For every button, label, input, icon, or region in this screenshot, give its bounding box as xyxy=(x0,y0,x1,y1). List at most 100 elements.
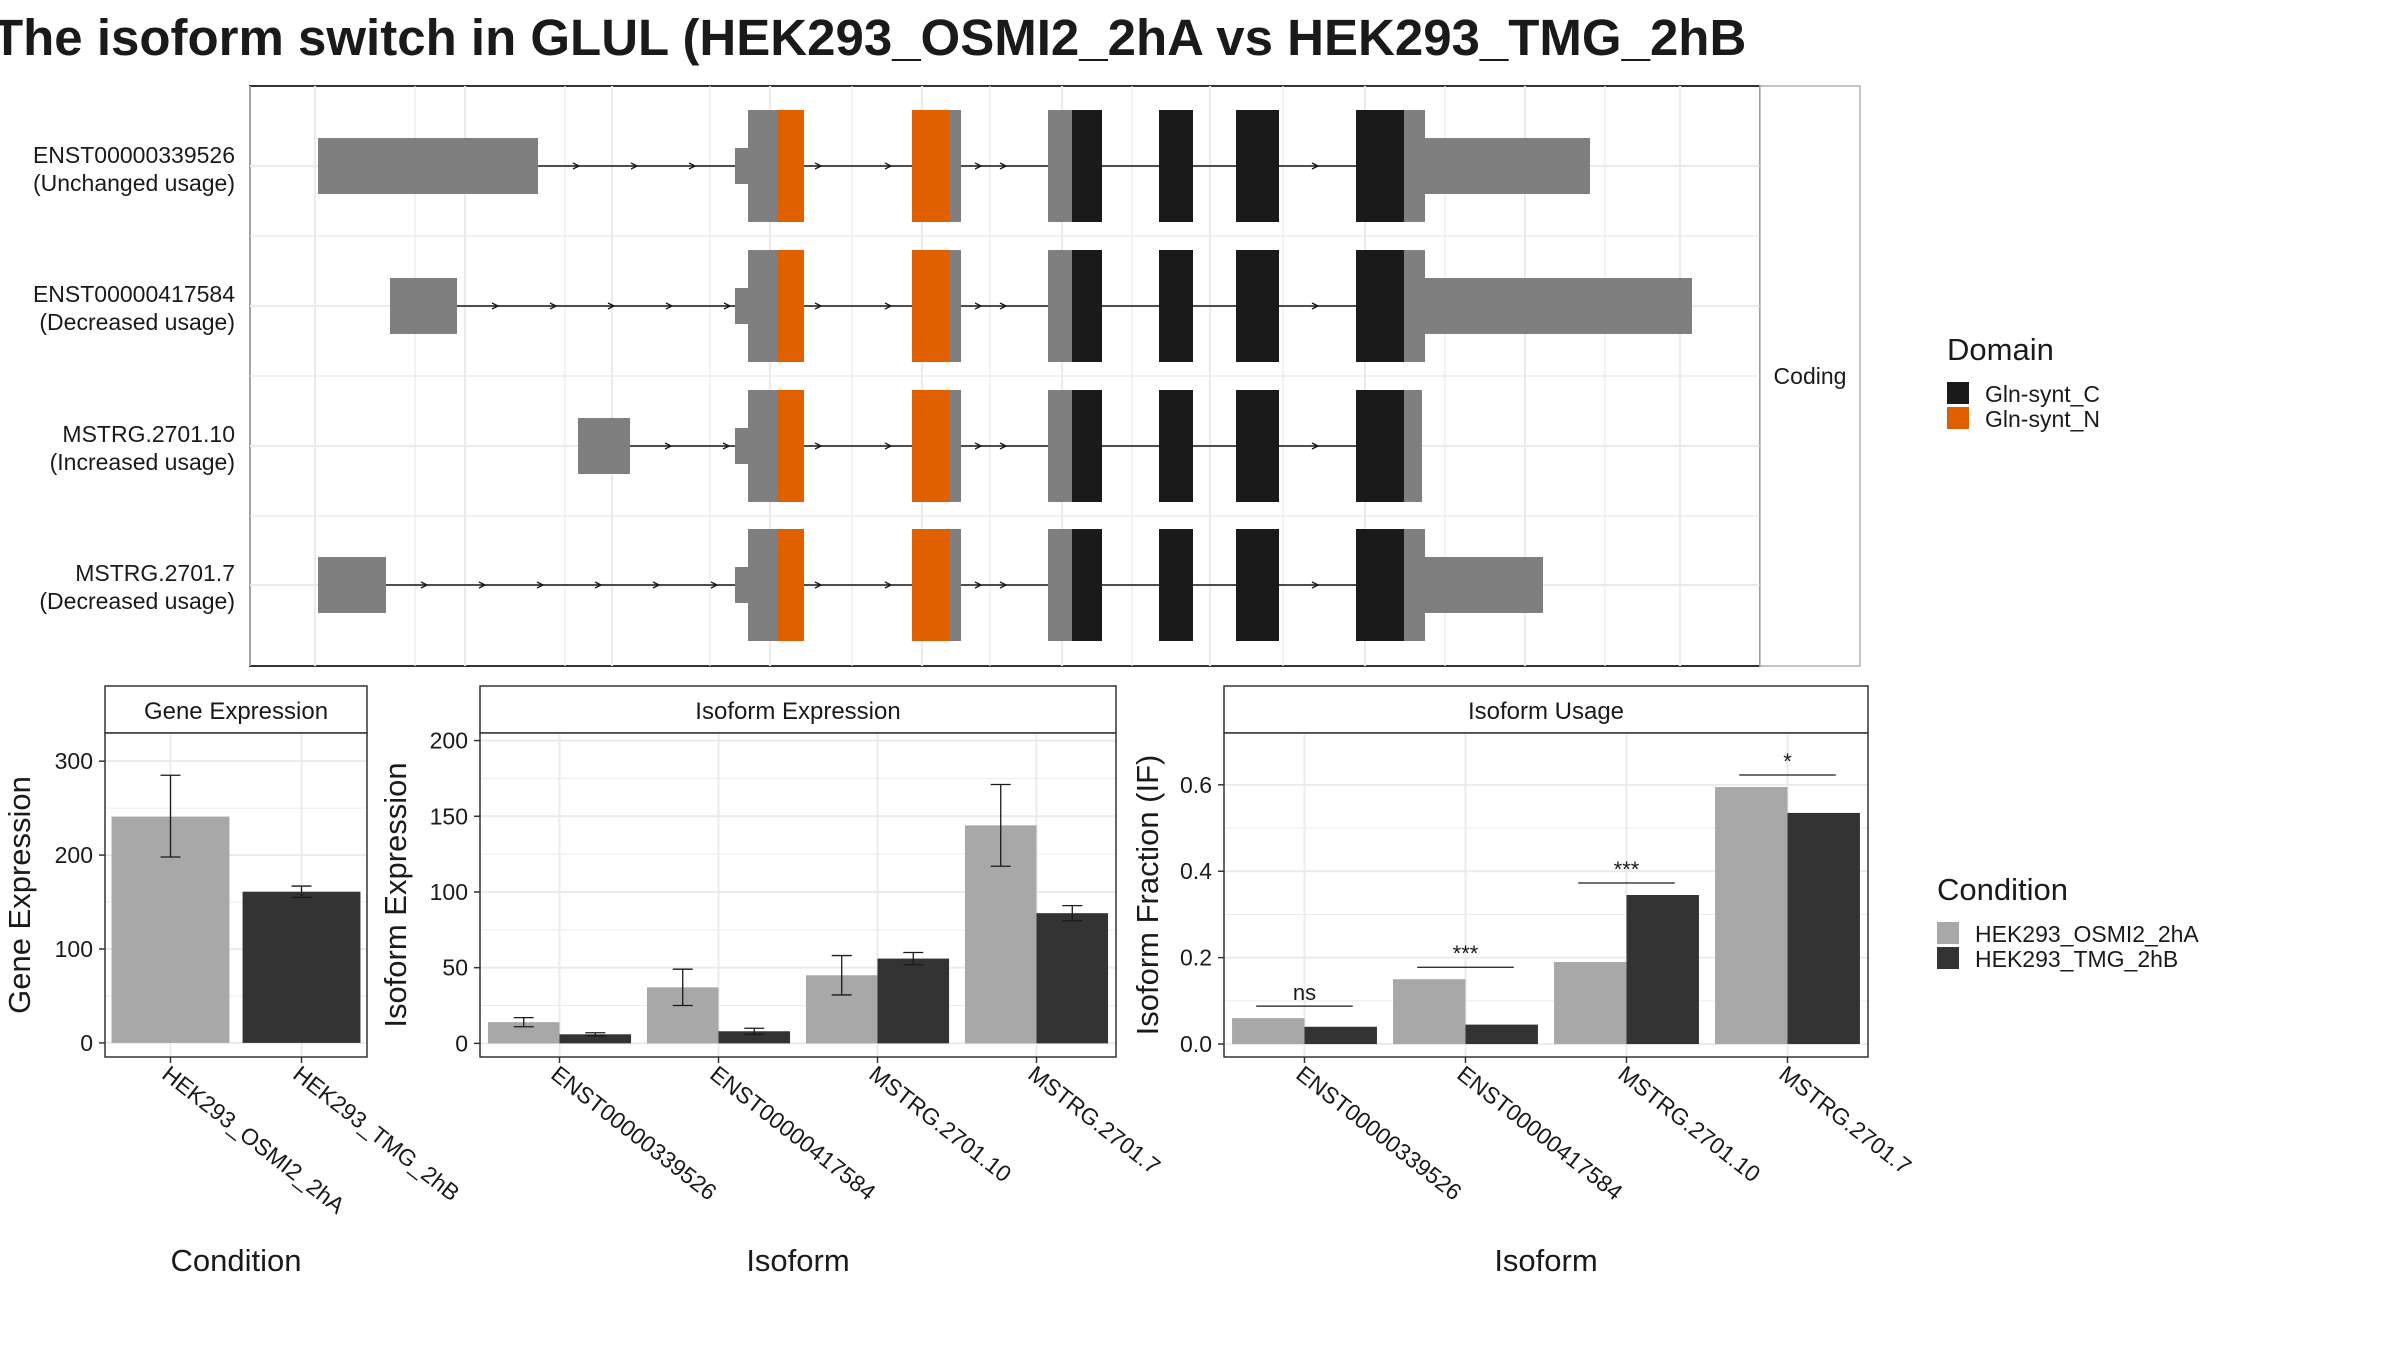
x-tick-label: ENST00000339526 xyxy=(1291,1060,1466,1205)
intron-arrow xyxy=(723,302,732,310)
intron-arrow xyxy=(607,302,616,310)
bar xyxy=(718,1031,791,1044)
intron-arrow xyxy=(688,162,697,170)
y-tick-label: 0.6 xyxy=(1180,772,1212,798)
intron-arrow xyxy=(814,581,823,589)
transcript-id-label: MSTRG.2701.7 xyxy=(75,560,235,586)
y-axis-title: Isoform Expression xyxy=(378,762,413,1027)
gln-synt-n-domain xyxy=(777,110,804,222)
bar xyxy=(1626,895,1699,1045)
y-tick-label: 50 xyxy=(442,955,468,981)
y-tick-label: 200 xyxy=(55,842,93,868)
gln-synt-c-domain xyxy=(1159,390,1193,502)
cds-exon xyxy=(1048,110,1072,222)
legend-label-gln-synt-n: Gln-synt_N xyxy=(1985,406,2100,432)
intron-arrow xyxy=(999,302,1008,310)
intron-arrow xyxy=(478,581,487,589)
intron-arrow xyxy=(814,302,823,310)
y-tick-label: 0.0 xyxy=(1180,1031,1212,1057)
intron-arrow xyxy=(630,162,639,170)
utr-exon xyxy=(735,148,750,184)
structure-strip-label: Coding xyxy=(1774,363,1847,389)
intron-arrow xyxy=(491,302,500,310)
utr-exon xyxy=(1425,138,1590,194)
transcript-track xyxy=(318,110,1590,222)
utr-exon xyxy=(735,428,750,464)
structure-panel: Coding ENST00000339526 (Unchanged usage)… xyxy=(33,85,1861,667)
condition-legend: Condition HEK293_OSMI2_2hA HEK293_TMG_2h… xyxy=(1937,872,2199,972)
gln-synt-n-domain xyxy=(777,529,804,641)
gln-synt-c-domain xyxy=(1356,529,1404,641)
intron-arrow xyxy=(974,302,983,310)
domain-legend: Domain Gln-synt_C Gln-synt_N xyxy=(1947,332,2100,432)
gln-synt-c-domain xyxy=(1159,250,1193,362)
panel-title: Gene Expression xyxy=(144,698,328,725)
intron-arrow xyxy=(420,581,429,589)
gln-synt-n-domain xyxy=(777,390,804,502)
transcript-id-label: ENST00000339526 xyxy=(33,142,235,168)
utr-exon xyxy=(318,138,538,194)
y-tick-label: 100 xyxy=(430,879,468,905)
significance-label: *** xyxy=(1453,941,1479,966)
bar xyxy=(1393,979,1466,1045)
legend-label-gln-synt-c: Gln-synt_C xyxy=(1985,381,2100,407)
intron-arrow xyxy=(572,162,581,170)
intron-arrow xyxy=(814,442,823,450)
gln-synt-n-domain xyxy=(912,110,949,222)
bar xyxy=(1036,913,1109,1044)
panel-title: Isoform Usage xyxy=(1468,698,1624,725)
y-tick-label: 0 xyxy=(80,1030,93,1056)
bar xyxy=(877,958,950,1044)
transcript-usage-label: (Increased usage) xyxy=(50,449,235,475)
intron-arrow xyxy=(1311,162,1320,170)
gln-synt-c-domain xyxy=(1072,110,1102,222)
y-tick-label: 150 xyxy=(430,803,468,829)
bar xyxy=(1304,1026,1377,1045)
transcript-usage-label: (Decreased usage) xyxy=(39,588,235,614)
intron-arrow xyxy=(884,581,893,589)
cds-exon xyxy=(748,250,778,362)
x-axis-title: Isoform xyxy=(1494,1243,1597,1278)
utr-exon xyxy=(735,567,750,603)
legend-label-condition-a: HEK293_OSMI2_2hA xyxy=(1975,921,2199,947)
intron-arrow xyxy=(884,442,893,450)
intron-arrow xyxy=(999,162,1008,170)
panel-strip xyxy=(104,685,368,734)
gln-synt-c-domain xyxy=(1236,529,1279,641)
intron-arrow xyxy=(664,442,673,450)
panel-strip xyxy=(1223,685,1869,734)
panel-strip xyxy=(479,685,1117,734)
x-tick-label: ENST00000339526 xyxy=(546,1060,721,1205)
intron-arrow xyxy=(1311,302,1320,310)
intron-arrow xyxy=(884,302,893,310)
cds-exon xyxy=(949,529,961,641)
cds-exon xyxy=(748,390,778,502)
transcript-track xyxy=(578,390,1422,502)
gln-synt-c-domain xyxy=(1236,110,1279,222)
transcript-tracks xyxy=(318,110,1692,641)
legend-swatch-gln-synt-c xyxy=(1947,382,1969,404)
x-tick-label: MSTRG.2701.10 xyxy=(1613,1060,1765,1187)
figure-title: The isoform switch in GLUL (HEK293_OSMI2… xyxy=(0,9,1746,66)
y-axis-title: Isoform Fraction (IF) xyxy=(1130,755,1165,1036)
x-axis-title: Isoform xyxy=(746,1243,849,1278)
cds-exon xyxy=(949,250,961,362)
y-tick-label: 100 xyxy=(55,936,93,962)
cds-exon xyxy=(1404,250,1425,362)
cds-exon xyxy=(949,110,961,222)
y-axis-title: Gene Expression xyxy=(2,776,37,1014)
isoform-expression-panel: Isoform Expression 0 50 100 150 200 ENST000003… xyxy=(378,685,1165,1278)
domain-legend-title: Domain xyxy=(1947,332,2054,367)
gln-synt-n-domain xyxy=(912,529,949,641)
gln-synt-c-domain xyxy=(1356,110,1404,222)
cds-exon xyxy=(1048,529,1072,641)
bar xyxy=(559,1034,632,1044)
transcript-id-label: MSTRG.2701.10 xyxy=(62,421,235,447)
y-tick-label: 300 xyxy=(55,748,93,774)
utr-exon xyxy=(735,288,750,324)
significance-label: *** xyxy=(1614,857,1640,882)
y-tick-label: 0.2 xyxy=(1180,945,1212,971)
transcript-track xyxy=(318,529,1543,641)
intron-arrow xyxy=(665,302,674,310)
gln-synt-c-domain xyxy=(1159,110,1193,222)
